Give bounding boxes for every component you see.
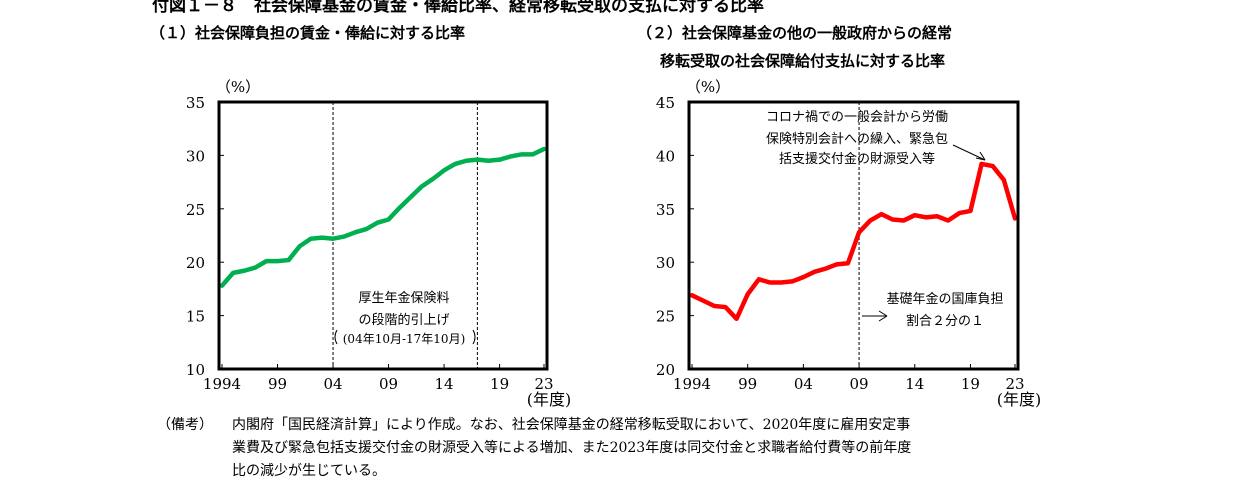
chart1-xtick-label: 14 bbox=[435, 375, 454, 393]
chart2-xlabel: (年度) bbox=[997, 390, 1042, 409]
chart1-ylabel: （%） bbox=[216, 78, 260, 96]
chart2-covid-arrow bbox=[952, 144, 986, 161]
chart2-xtick-label: 04 bbox=[794, 375, 813, 393]
chart2-ytick-label: 20 bbox=[656, 361, 675, 379]
chart1-title: （１）社会保障負担の賃金・俸給に対する比率 bbox=[150, 24, 466, 42]
chart2-ytick-label: 25 bbox=[656, 308, 675, 326]
chart1-annotation-bracket-left bbox=[334, 329, 338, 345]
chart1-ytick-label: 35 bbox=[186, 94, 205, 112]
chart1-annotation-0-line: (04年10月-17年10月) bbox=[343, 332, 466, 346]
chart1-svg: 10 15 20 25 30 35 1994 99 04 09 14 19 23 （%） (年度) 厚生年金保… bbox=[186, 78, 1042, 409]
chart1-xtick-label: 23 bbox=[534, 375, 553, 393]
chart2-pension-arrowhead bbox=[878, 310, 888, 322]
chart1-ytick-label: 25 bbox=[186, 201, 205, 219]
chart2-ytick-label: 40 bbox=[656, 147, 675, 165]
chart2-annotation-0-line: 保険特別会計への繰入、緊急包 bbox=[766, 131, 948, 147]
chart2-annotation-1-line: 割合２分の１ bbox=[906, 313, 984, 329]
chart2-annotation-1-line: 基礎年金の国庫負担 bbox=[886, 291, 1003, 307]
chart1-xtick-label: 99 bbox=[268, 375, 287, 393]
chart1-ytick-label: 20 bbox=[186, 254, 205, 272]
chart1-ytick-label: 10 bbox=[186, 361, 205, 379]
chart1-xlabel: (年度) bbox=[527, 390, 572, 409]
notes-line-2: 業費及び緊急包括支援交付金の財源受入等による増加、また2023年度は同交付金と求… bbox=[232, 440, 912, 456]
chart2-xtick-label: 19 bbox=[961, 375, 980, 393]
chart1-annotation-0-line: の段階的引上げ bbox=[358, 312, 449, 328]
chart1-xtick-label: 04 bbox=[323, 375, 342, 393]
chart2-ytick-label: 30 bbox=[656, 254, 675, 272]
chart2-annotation-0-line: コロナ禍での一般会計から労働 bbox=[766, 109, 948, 125]
chart2-xtick-label: 09 bbox=[850, 375, 869, 393]
chart2-plot-frame bbox=[687, 100, 1020, 371]
figure-title: 付図１－８ 社会保障基金の賃金・俸給比率、経常移転受取の支払に対する比率 bbox=[152, 0, 764, 16]
chart1-series-line bbox=[219, 146, 547, 288]
chart2-covid-arrowhead bbox=[975, 151, 986, 161]
chart2-ytick-label: 35 bbox=[656, 201, 675, 219]
chart2-xtick-label: 23 bbox=[1005, 375, 1024, 393]
chart2-annotation-0-line: 括支援交付金の財源受入等 bbox=[779, 151, 935, 167]
chart2-ylabel: （%） bbox=[686, 78, 730, 96]
chart1-annotation-bracket-right bbox=[472, 329, 476, 345]
chart1-xtick-label: 19 bbox=[490, 375, 509, 393]
chart1-ytick-label: 15 bbox=[186, 308, 205, 326]
chart1-plot-frame bbox=[217, 100, 549, 371]
chart1-annotation-0-line: 厚生年金保険料 bbox=[358, 290, 449, 306]
chart2-title-line1: （２）社会保障基金の他の一般政府からの経常 bbox=[637, 24, 953, 42]
notes-label: （備考） bbox=[157, 417, 213, 433]
chart1-xtick-label: 09 bbox=[379, 375, 398, 393]
notes-line-1: 内閣府「国民経済計算」により作成。なお、社会保障基金の経常移転受取において、20… bbox=[232, 417, 911, 433]
chart1-ytick-label: 30 bbox=[186, 147, 205, 165]
chart2-ytick-label: 45 bbox=[656, 94, 675, 112]
chart2-series-line bbox=[689, 161, 1018, 322]
chart2-xtick-label: 99 bbox=[738, 375, 757, 393]
chart2-xtick-label: 1994 bbox=[673, 375, 711, 393]
chart2-title-line2: 移転受取の社会保障給付支払に対する比率 bbox=[660, 52, 946, 70]
chart1-xtick-label: 1994 bbox=[203, 375, 241, 393]
notes-line-3: 比の減少が生じている。 bbox=[232, 463, 386, 479]
chart2-xtick-label: 14 bbox=[905, 375, 924, 393]
